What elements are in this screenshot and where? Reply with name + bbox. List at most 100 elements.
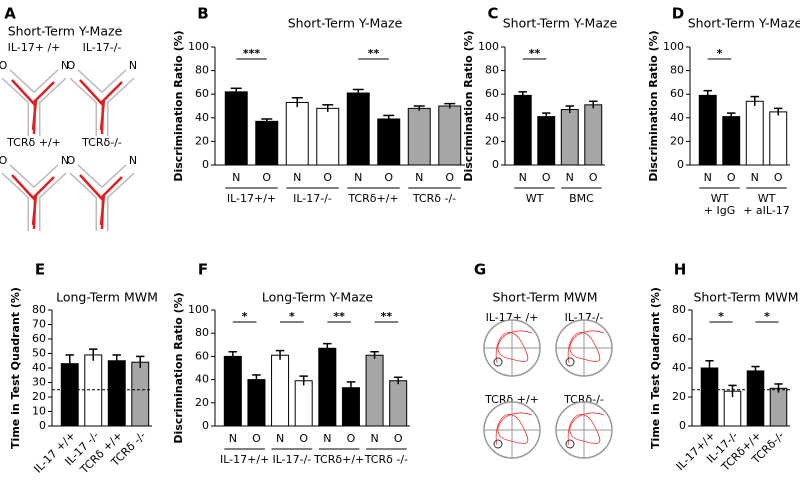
- bar: [294, 380, 313, 427]
- bar: [513, 94, 532, 166]
- chart-title: Short-Term Y-Maze: [688, 16, 800, 31]
- swim-path: [495, 412, 533, 446]
- x-tick-label: N: [751, 171, 759, 184]
- y-axis-label: Discrimination Ratio (%): [462, 30, 475, 181]
- bar: [60, 363, 79, 427]
- x-tick-label: N: [354, 171, 362, 184]
- y-axis-label: Discrimination Ratio (%): [172, 292, 185, 443]
- arm-label: O: [67, 59, 76, 72]
- bar: [700, 367, 719, 427]
- x-tick-label: N: [229, 432, 237, 445]
- y-tick-label: 0: [202, 419, 209, 432]
- x-tick-label: O: [384, 171, 393, 184]
- chart-title: Short-Term MWM: [693, 290, 798, 305]
- y-tick-label: 80: [195, 64, 209, 77]
- panel-letter: H: [674, 261, 687, 279]
- bar: [389, 380, 408, 427]
- y-tick-label: 80: [485, 64, 499, 77]
- group-label: TCRδ -/-: [364, 453, 408, 466]
- y-tick-label: 40: [485, 111, 499, 124]
- panel-title: Short-Term MWM: [492, 290, 597, 305]
- y-tick-label: 60: [672, 332, 686, 345]
- maze-label: IL-17-/-: [83, 41, 122, 54]
- group-label: BMC: [569, 192, 594, 205]
- group-label: IL-17+/+: [227, 192, 276, 205]
- group-label: TCRδ -/-: [412, 192, 456, 205]
- maze-trace: [11, 79, 55, 135]
- significance-label: **: [333, 310, 345, 323]
- y-axis-label: Time in Test Quadrant (%): [9, 287, 22, 449]
- y-tick-label: 80: [670, 64, 684, 77]
- swim-path: [495, 330, 533, 364]
- y-tick-label: 70: [32, 318, 46, 331]
- panel-letter: A: [4, 5, 16, 23]
- y-tick-label: 0: [679, 419, 686, 432]
- y-tick-label: 20: [485, 134, 499, 147]
- maze-label: TCRδ-/-: [81, 136, 122, 149]
- bar: [769, 387, 788, 427]
- arm-label: N: [61, 59, 69, 72]
- y-tick-label: 40: [32, 361, 46, 374]
- platform: [565, 357, 575, 367]
- y-tick-label: 20: [672, 390, 686, 403]
- chart-title: Long-Term MWM: [56, 290, 158, 305]
- y-tick-label: 100: [188, 40, 209, 53]
- group-label: IL-17+/+: [220, 453, 269, 466]
- y-tick-label: 100: [478, 40, 499, 53]
- bar: [255, 120, 279, 166]
- maze-trace: [11, 174, 55, 230]
- y-tick-label: 0: [677, 158, 684, 171]
- y-tick-label: 40: [195, 373, 209, 386]
- x-tick-label: N: [370, 432, 378, 445]
- arm-label: N: [129, 59, 137, 72]
- platform: [493, 357, 503, 367]
- x-tick-label: O: [774, 171, 783, 184]
- panel-letter: C: [487, 5, 498, 23]
- y-tick-label: 60: [195, 349, 209, 362]
- group-label: TCRδ+/+: [347, 192, 398, 205]
- bar: [107, 360, 126, 427]
- panel-letter: G: [474, 261, 486, 279]
- y-tick-label: 10: [32, 405, 46, 418]
- y-tick-label: 20: [670, 134, 684, 147]
- x-tick-label: N: [415, 171, 423, 184]
- y-tick-label: 60: [32, 332, 46, 345]
- significance-label: **: [381, 310, 393, 323]
- x-tick-label: N: [704, 171, 712, 184]
- bar: [247, 379, 266, 427]
- bar: [769, 111, 788, 166]
- bar: [560, 109, 579, 166]
- panel-title: Short-Term Y-Maze: [8, 24, 123, 39]
- x-tick-label: N: [232, 171, 240, 184]
- bar: [438, 105, 462, 166]
- platform: [493, 439, 503, 449]
- y-tick-label: 80: [195, 326, 209, 339]
- bar: [131, 361, 150, 427]
- significance-label: **: [529, 47, 541, 60]
- bar: [407, 107, 431, 166]
- y-tick-label: 60: [670, 87, 684, 100]
- x-tick-label: O: [445, 171, 454, 184]
- x-tick-label: N: [519, 171, 527, 184]
- x-tick-label: O: [542, 171, 551, 184]
- arm-label: O: [0, 154, 8, 167]
- swim-path: [567, 330, 605, 364]
- bar: [285, 101, 309, 166]
- panel-letter: F: [198, 261, 208, 279]
- y-axis-label: Time in Test Quadrant (%): [649, 287, 662, 449]
- pool-label: IL-17-/-: [565, 311, 604, 324]
- pool-label: TCRδ-/-: [563, 393, 604, 406]
- group-label: WT: [758, 192, 776, 205]
- bar: [316, 107, 340, 166]
- x-tick-label: N: [323, 432, 331, 445]
- swim-path: [567, 412, 605, 446]
- bar: [84, 354, 103, 427]
- x-tick-label: O: [347, 432, 356, 445]
- pool-label: TCRδ +/+: [484, 393, 539, 406]
- significance-label: *: [717, 47, 723, 60]
- bar: [537, 116, 556, 166]
- significance-label: ***: [243, 47, 261, 60]
- chart-title: Short-Term Y-Maze: [288, 16, 403, 31]
- y-tick-label: 30: [32, 376, 46, 389]
